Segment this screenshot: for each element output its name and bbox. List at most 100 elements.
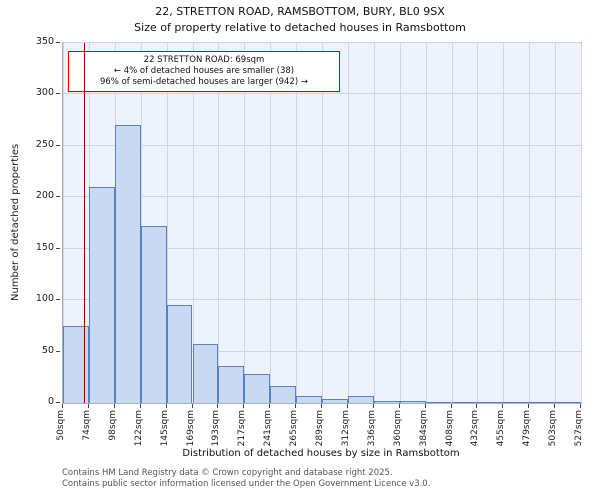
gridline-vertical [63,43,64,403]
gridline-vertical [529,43,531,403]
x-tick-mark [62,404,63,408]
y-tick-label: 150 [35,241,54,253]
histogram-bar [399,400,426,403]
chart-layers [63,42,582,403]
histogram-bar [296,395,322,403]
gridline-vertical [425,43,427,403]
x-tick-mark [372,404,374,408]
histogram-bar [270,385,297,403]
histogram-bar [114,125,141,403]
histogram-bar [451,401,478,403]
x-tick-mark [295,404,297,408]
gridline-vertical [581,43,582,403]
x-tick-mark [476,404,478,408]
histogram-bar [322,398,348,403]
x-tick-mark [450,404,452,408]
x-tick-label: 289sqm [315,410,325,447]
x-tick-label: 122sqm [133,410,144,447]
y-tick-label: 50 [41,344,54,356]
x-tick-mark [165,404,167,408]
annotation-box: 22 STRETTON ROAD: 69sqm ← 4% of detached… [68,51,340,93]
x-tick-mark [87,404,89,408]
x-tick-label: 360sqm [392,410,403,447]
x-tick-mark [502,404,504,408]
gridline-vertical [244,43,246,403]
gridline-vertical [166,43,168,403]
gridline-vertical [296,43,298,403]
x-tick-mark [424,404,426,408]
gridline-vertical [218,43,220,403]
gridline-vertical [503,43,505,403]
gridline-vertical [322,43,323,403]
histogram-bar [140,226,167,403]
gridline-vertical [451,43,453,403]
histogram-bar [347,395,374,403]
plot-area: 22 STRETTON ROAD: 69sqm ← 4% of detached… [62,42,582,404]
gridline-vertical [270,43,272,403]
x-tick-label: 50sqm [56,410,66,441]
x-tick-label: 527sqm [574,410,584,447]
x-tick-label: 432sqm [470,410,481,447]
x-tick-mark [321,404,322,408]
histogram-bar [503,401,530,403]
histogram-bar [63,325,89,403]
histogram-bar [192,344,219,403]
x-tick-label: 169sqm [185,410,196,447]
y-tick-mark [56,196,60,198]
histogram-bar [244,374,271,403]
y-tick-mark [56,247,60,249]
y-tick-label: 200 [35,190,54,202]
histogram-bar [529,401,556,403]
x-tick-label: 384sqm [418,410,429,447]
x-tick-label: 479sqm [522,410,533,447]
annotation-smaller-line: ← 4% of detached houses are smaller (38) [113,66,295,77]
x-tick-mark [554,404,556,408]
y-tick-label: 250 [35,138,54,150]
x-tick-mark [139,404,141,408]
x-tick-mark [217,404,219,408]
x-tick-label: 503sqm [548,410,559,447]
gridline-vertical [373,43,375,403]
y-tick-label: 0 [47,396,54,407]
x-tick-mark [528,404,530,408]
x-tick-mark [243,404,245,408]
x-tick-label: 408sqm [444,410,455,447]
x-tick-label: 217sqm [237,410,248,447]
x-axis-ticks: 50sqm 74sqm 98sqm 122sqm 145sqm 169sqm 193sqm 2… [56,404,584,448]
y-tick-mark [56,93,60,95]
x-tick-mark [269,404,271,408]
gridline-vertical [192,43,194,403]
chart-subtitle: Size of property relative to detached ho… [134,21,466,34]
gridline-vertical [477,43,479,403]
x-tick-mark [191,404,193,408]
y-tick-label: 350 [35,36,54,47]
y-tick-mark [56,144,60,146]
subject-property-marker-line [83,43,85,403]
histogram-bar [477,401,504,403]
x-tick-label: 455sqm [496,410,507,447]
x-tick-label: 265sqm [289,410,300,447]
y-tick-mark [56,42,60,43]
x-axis-label: Distribution of detached houses by size … [182,448,460,459]
y-tick-mark [56,299,60,301]
x-tick-label: 241sqm [263,410,274,447]
histogram-bar [373,400,400,403]
histogram-bar [218,365,245,403]
histogram-bar [166,305,193,403]
x-tick-mark [580,404,581,408]
x-tick-label: 312sqm [340,410,351,447]
y-tick-mark [56,402,60,403]
gridline-vertical [140,43,142,403]
x-tick-label: 336sqm [366,410,377,447]
footer-attribution-2: Contains public sector information licen… [62,479,431,489]
histogram-bar [555,401,581,403]
y-tick-label: 100 [35,293,54,305]
gridline-horizontal [63,42,581,43]
y-tick-mark [56,350,60,352]
annotation-property-line: 22 STRETTON ROAD: 69sqm [143,55,265,65]
y-tick-label: 300 [35,87,54,99]
y-axis-ticks: 0 50 100 150 200 250 300 350 [0,36,60,407]
chart-title: 22, STRETTON ROAD, RAMSBOTTOM, BURY, BL0… [155,5,445,18]
histogram-bar [88,187,115,403]
